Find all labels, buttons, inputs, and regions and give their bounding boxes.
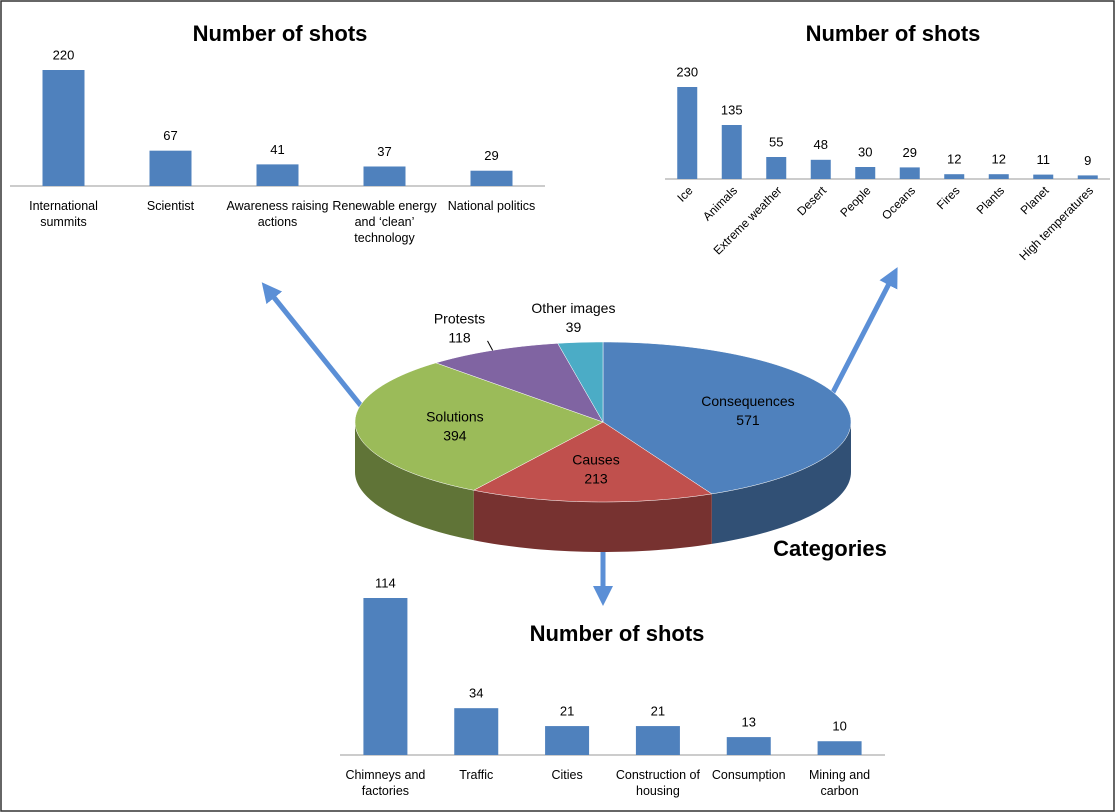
bar: [470, 170, 513, 186]
x-tick-label: Oceans: [879, 183, 918, 222]
value-label: 10: [832, 719, 846, 734]
value-label: 29: [903, 145, 917, 160]
value-label: 41: [270, 142, 284, 157]
x-tick-label: High temperatures: [1016, 183, 1096, 263]
pie-slice: [354, 362, 604, 491]
pie-label: Other images: [531, 300, 615, 316]
value-label: 21: [651, 704, 665, 719]
leader-line: [487, 340, 494, 351]
x-tick-label: Construction of housing: [615, 768, 700, 798]
x-tick-label: Consumption: [711, 768, 786, 782]
value-label: 67: [163, 128, 177, 143]
x-tick-label: Awareness raising actions: [226, 199, 329, 229]
bar: [766, 157, 787, 179]
value-label: 12: [992, 152, 1006, 167]
x-tick-label: Scientist: [146, 199, 195, 213]
x-tick-label: Ice: [674, 183, 695, 204]
x-tick-label: International summits: [29, 199, 98, 229]
bar: [149, 150, 192, 186]
value-label: 135: [721, 102, 743, 117]
pie-slice: [602, 341, 852, 495]
x-tick-label: Fires: [934, 183, 963, 212]
pie-value: 213: [584, 471, 608, 487]
bar: [721, 125, 742, 179]
value-label: 114: [375, 575, 396, 590]
bar: [1077, 175, 1098, 179]
pie-value: 118: [448, 330, 471, 346]
bar: [1033, 174, 1054, 179]
value-label: 30: [858, 144, 872, 159]
arrow: [261, 282, 364, 409]
pie-label: Causes: [572, 452, 619, 468]
x-tick-label: Renewable energy and ‘clean’ technology: [332, 199, 437, 245]
bar: [363, 166, 406, 186]
value-label: 13: [742, 715, 756, 730]
bar: [454, 708, 499, 755]
pie-slice: [472, 421, 713, 503]
pie-value: 39: [566, 319, 582, 335]
value-label: 11: [1037, 152, 1051, 167]
value-label: 21: [560, 704, 574, 719]
bar: [810, 159, 831, 179]
bar: [635, 726, 680, 755]
bar: [817, 741, 862, 755]
pie-slice: [435, 343, 604, 423]
pie-side: [355, 422, 474, 541]
chart-title: Categories: [773, 536, 887, 561]
x-tick-label: Traffic: [459, 768, 494, 782]
x-tick-label: Plants: [974, 183, 1007, 216]
pie-label: Solutions: [426, 408, 484, 424]
bar: [42, 70, 85, 186]
chart-title: Number of shots: [530, 621, 705, 646]
bar: [677, 87, 698, 179]
pie-value: 394: [443, 427, 467, 443]
x-tick-label: Planet: [1018, 183, 1052, 217]
bar: [855, 167, 876, 179]
x-tick-label: Mining and carbon: [808, 768, 871, 798]
bar: [899, 167, 920, 179]
pie-label: Consequences: [701, 393, 794, 409]
value-label: 37: [377, 144, 391, 159]
bar: [726, 737, 771, 755]
x-tick-label: Animals: [700, 183, 740, 223]
value-label: 34: [469, 686, 483, 701]
chart-title: Number of shots: [806, 21, 981, 46]
x-tick-label: National politics: [447, 199, 536, 213]
arrow: [827, 267, 898, 400]
x-tick-label: Cities: [551, 768, 583, 782]
pie-label: Protests: [434, 311, 485, 327]
value-label: 29: [484, 148, 498, 163]
x-tick-label: Desert: [794, 183, 829, 218]
bar: [545, 726, 590, 755]
value-label: 55: [769, 134, 783, 149]
bar: [988, 174, 1009, 179]
bar: [944, 174, 965, 179]
pie-side: [473, 490, 712, 552]
pie-value: 571: [736, 412, 760, 428]
value-label: 48: [814, 137, 828, 152]
pie-side: [711, 422, 851, 544]
bar: [363, 598, 408, 755]
value-label: 12: [947, 152, 961, 167]
x-tick-label: People: [837, 183, 874, 220]
chart-title: Number of shots: [193, 21, 368, 46]
value-label: 230: [676, 64, 698, 79]
pie-slice: [557, 341, 604, 423]
value-label: 9: [1084, 153, 1091, 168]
x-tick-label: Chimneys and factories: [345, 768, 426, 798]
value-label: 220: [53, 47, 75, 62]
bar: [256, 164, 299, 186]
